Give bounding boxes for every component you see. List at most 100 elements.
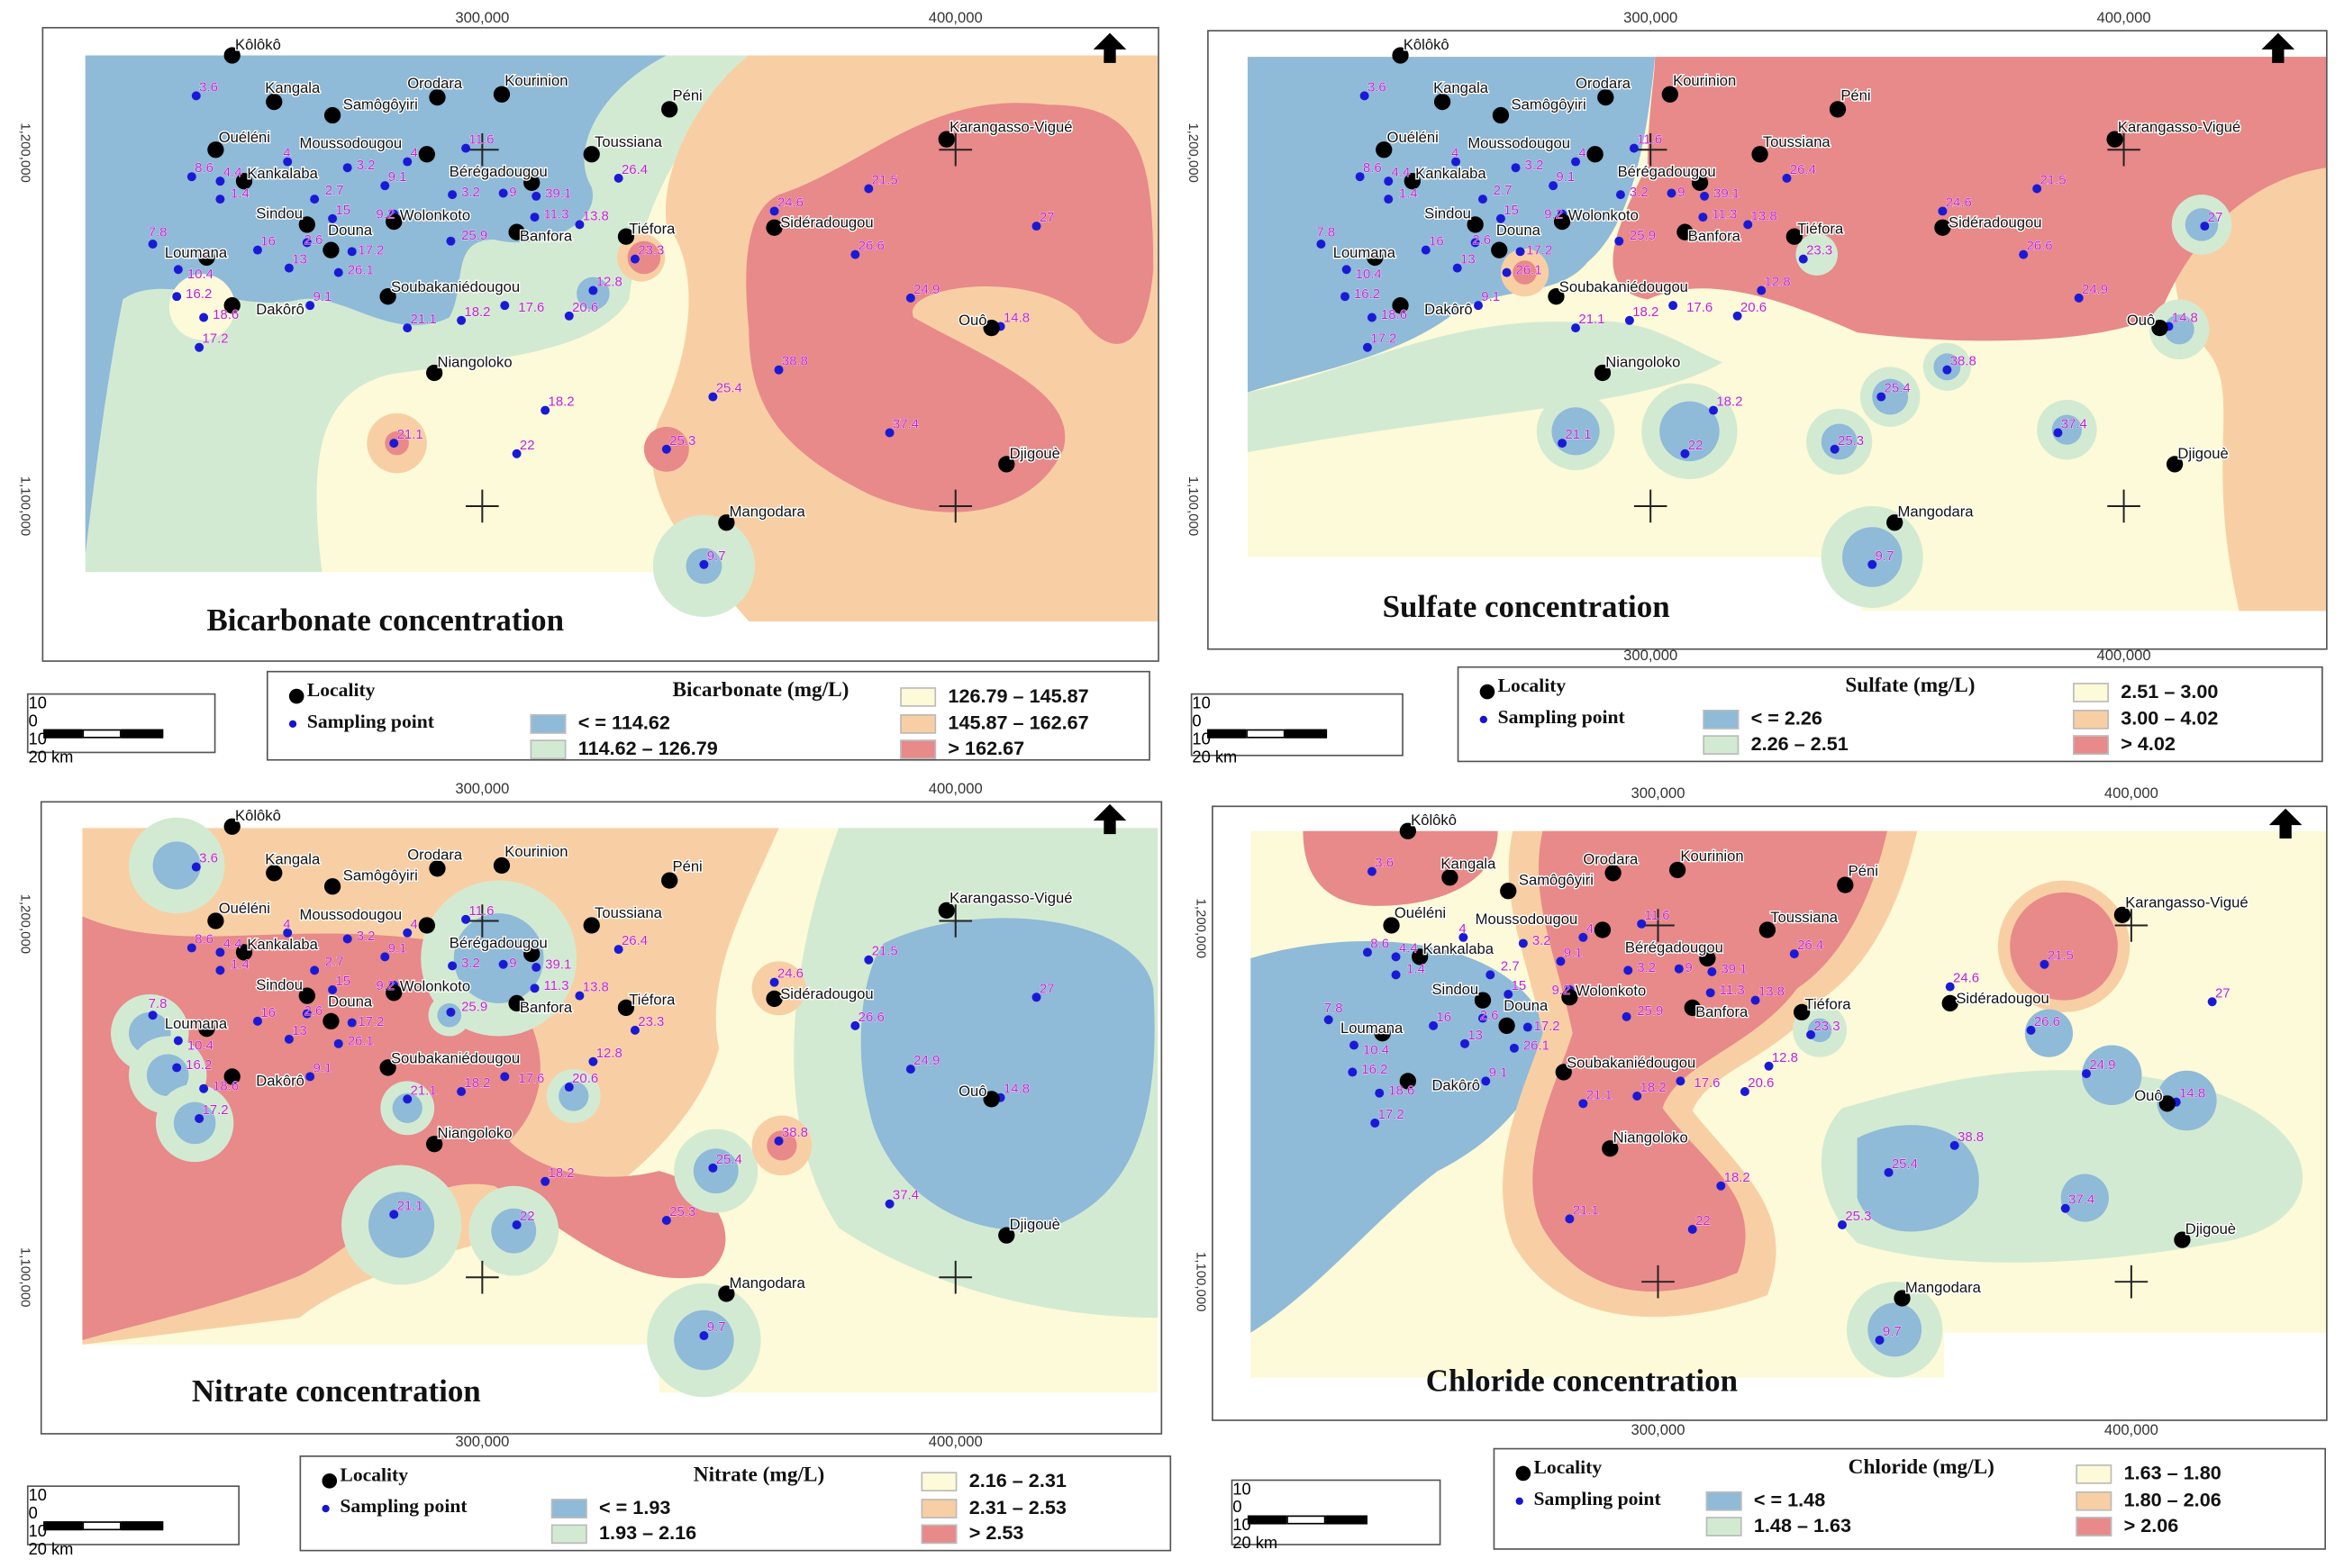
concentration-zone: [2051, 414, 2083, 445]
locality-label: Loumana: [1333, 244, 1396, 261]
locality-marker: [1392, 47, 1409, 64]
sampling-point-value: 18.6: [1381, 307, 1407, 322]
locality-marker: [426, 1136, 443, 1153]
sampling-point-value: 27: [1040, 981, 1055, 996]
scale-label: 20 km: [28, 1540, 74, 1559]
sampling-point-value: 2.7: [325, 183, 344, 198]
locality-marker: [938, 902, 955, 920]
scale-segment: [1207, 729, 1247, 739]
sampling-point-marker: [310, 195, 320, 204]
sampling-point-value: 10.4: [1363, 1042, 1389, 1057]
x-tick-label: 400,000: [2104, 784, 2158, 802]
locality-marker: [2106, 131, 2123, 148]
sampling-point-marker: [403, 323, 413, 333]
locality-label: Kankalaba: [1415, 165, 1486, 182]
legend-swatch-4: [921, 1499, 958, 1518]
sampling-point-marker: [1384, 195, 1394, 204]
sampling-point-value: 14.8: [1004, 310, 1030, 325]
sampling-point-marker: [1750, 995, 1760, 1005]
sampling-point-value: 25.4: [716, 381, 742, 396]
locality-label: Niangoloko: [437, 353, 512, 370]
sampling-point-value: 23.3: [1813, 1019, 1840, 1034]
sampling-point-marker: [1316, 240, 1326, 249]
locality-label: Orodara: [407, 75, 463, 92]
sampling-point-marker: [1709, 405, 1719, 415]
locality-marker: [223, 47, 241, 64]
sampling-point-marker: [1676, 1076, 1685, 1086]
north-arrow-icon: [1093, 32, 1127, 63]
sampling-point-marker: [302, 238, 312, 248]
sampling-point-marker: [215, 177, 225, 186]
sampling-point-marker: [1522, 1022, 1532, 1032]
locality-label: Kôlôkô: [235, 807, 281, 824]
graticule-cross: [939, 132, 973, 167]
sampling-point-marker: [630, 254, 640, 264]
sampling-point-value: 16: [260, 234, 276, 249]
legend-class-label: 2.51 – 3.00: [2121, 679, 2219, 702]
legend-sampling-label: Sampling point: [340, 1494, 468, 1518]
locality-label: Bérégadougou: [1618, 163, 1716, 180]
sampling-point-value: 18.2: [1724, 1170, 1750, 1185]
locality-marker: [1661, 86, 1678, 103]
scale-segment: [82, 1521, 122, 1531]
sampling-point-value: 14.8: [2172, 310, 2198, 325]
sampling-point-marker: [2200, 222, 2210, 231]
sampling-point-marker: [1698, 213, 1708, 222]
locality-marker: [323, 878, 341, 895]
sampling-point-value: 8.6: [195, 160, 214, 176]
sampling-point-value: 22: [520, 1209, 535, 1224]
sampling-point-value: 16: [260, 1005, 276, 1020]
map-frame: [1207, 30, 2328, 650]
scale-label: 20 km: [28, 748, 74, 767]
sampling-point-value: 9.7: [707, 1319, 726, 1335]
locality-label: Sindou: [256, 205, 303, 222]
legend-class-label: 126.79 – 145.87: [948, 684, 1089, 707]
concentration-zone: [751, 961, 806, 1016]
sampling-point-marker: [1458, 932, 1468, 942]
sampling-point-value: 26.6: [859, 239, 885, 254]
sampling-point-marker: [630, 1025, 640, 1035]
sampling-point-value: 15: [1512, 978, 1527, 993]
locality-marker: [207, 912, 224, 929]
sampling-point-value: 17.2: [1378, 1107, 1404, 1122]
sampling-point-marker: [446, 1007, 456, 1017]
sampling-point-value: 38.8: [782, 1125, 808, 1140]
locality-label: Mangodara: [1898, 503, 1975, 521]
sampling-point-value: 16.2: [1354, 286, 1380, 302]
locality-label: Douna: [328, 992, 373, 1010]
sampling-point-marker: [588, 286, 598, 295]
sampling-point-value: 3.2: [461, 956, 480, 971]
sampling-point-value: 23.3: [1806, 243, 1832, 258]
scale-segment: [121, 1521, 164, 1531]
concentration-zone: [1247, 57, 1656, 393]
sampling-point-marker: [1578, 932, 1588, 942]
sampling-point-value: 15: [335, 974, 350, 989]
sampling-point-value: 21.1: [1565, 427, 1591, 442]
sampling-point-marker: [2074, 293, 2084, 303]
sampling-point-marker: [1362, 342, 1372, 352]
sampling-point-value: 17.2: [1370, 331, 1396, 347]
locality-marker: [1594, 364, 1612, 382]
sampling-point-marker: [708, 1163, 718, 1173]
sampling-point-value: 4.4: [223, 165, 242, 180]
locality-label: Orodara: [407, 846, 463, 863]
legend-class-label: 1.93 – 2.16: [599, 1521, 697, 1545]
sampling-point-marker: [564, 311, 574, 321]
locality-marker: [523, 174, 541, 191]
concentration-zone: [746, 103, 1154, 512]
locality-marker: [1404, 173, 1421, 190]
sampling-point-value: 17.2: [1526, 243, 1552, 258]
locality-label: Banfora: [520, 999, 573, 1016]
sampling-point-value: 24.9: [913, 1053, 940, 1068]
locality-marker: [207, 141, 224, 159]
legend-class-label: 2.31 – 2.53: [968, 1495, 1067, 1518]
sampling-point-value: 9.2: [376, 978, 395, 993]
sampling-point-value: 22: [1695, 1213, 1711, 1228]
sampling-point-marker: [885, 428, 895, 438]
sampling-point-value: 18.6: [213, 1078, 239, 1093]
sampling-point-marker: [885, 1199, 895, 1209]
sampling-point-value: 2.7: [1501, 958, 1520, 974]
locality-marker: [429, 860, 446, 877]
sampling-point-marker: [1876, 392, 1886, 402]
locality-label: Kourinion: [504, 843, 568, 860]
